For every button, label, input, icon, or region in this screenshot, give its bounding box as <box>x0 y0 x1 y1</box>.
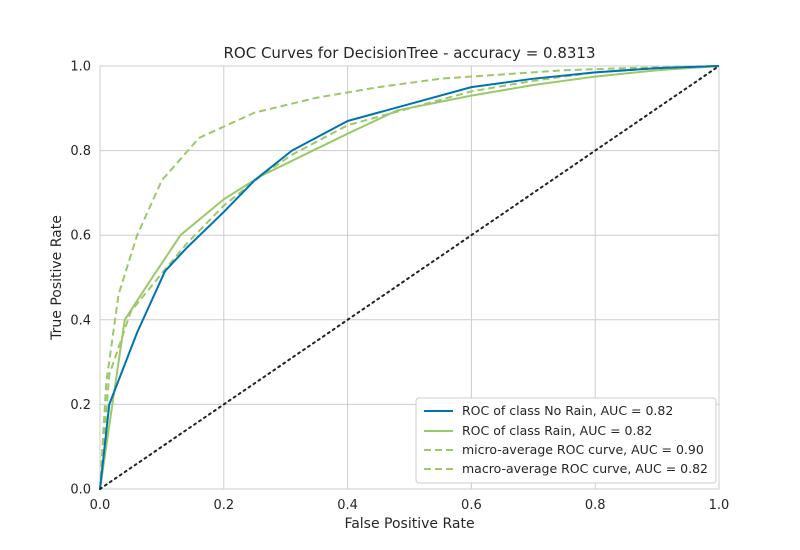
grid <box>99 65 720 490</box>
x-tick-label: 0.4 <box>337 498 358 513</box>
chance-diagonal-line <box>99 65 720 490</box>
y-tick-label: 0.0 <box>70 483 91 498</box>
x-tick-label: 1.0 <box>709 498 730 513</box>
roc-series-line-0 <box>99 65 720 490</box>
y-tick-label: 0.8 <box>70 144 91 159</box>
x-tick-label: 0.0 <box>90 498 111 513</box>
legend-box <box>415 397 717 484</box>
legend-label-rain: ROC of class Rain, AUC = 0.82 <box>462 423 652 438</box>
plot-frame <box>99 65 720 490</box>
series-layer <box>99 65 720 490</box>
y-tick-label: 0.2 <box>70 398 91 413</box>
x-tick-label: 0.2 <box>213 498 234 513</box>
x-axis-label: False Positive Rate <box>344 516 474 532</box>
y-tick-label: 1.0 <box>70 60 91 75</box>
y-tick-label: 0.4 <box>70 313 91 328</box>
y-tick-label: 0.6 <box>70 229 91 244</box>
roc-series-line-2 <box>99 65 720 490</box>
roc-series-line-1 <box>99 65 720 490</box>
roc-series-line-3 <box>99 65 720 490</box>
x-tick-label: 0.8 <box>585 498 606 513</box>
x-tick-label: 0.6 <box>461 498 482 513</box>
legend-label-no-rain: ROC of class No Rain, AUC = 0.82 <box>462 403 673 418</box>
chart-title: ROC Curves for DecisionTree - accuracy =… <box>223 44 595 62</box>
y-tick-labels: 0.0 0.2 0.4 0.6 0.8 1.0 <box>70 60 91 498</box>
y-axis-label: True Positive Rate <box>49 215 65 341</box>
legend: ROC of class No Rain, AUC = 0.82 ROC of … <box>415 397 717 484</box>
legend-label-micro: micro-average ROC curve, AUC = 0.90 <box>462 442 704 457</box>
legend-label-macro: macro-average ROC curve, AUC = 0.82 <box>462 461 708 476</box>
x-tick-labels: 0.0 0.2 0.4 0.6 0.8 1.0 <box>90 498 730 513</box>
